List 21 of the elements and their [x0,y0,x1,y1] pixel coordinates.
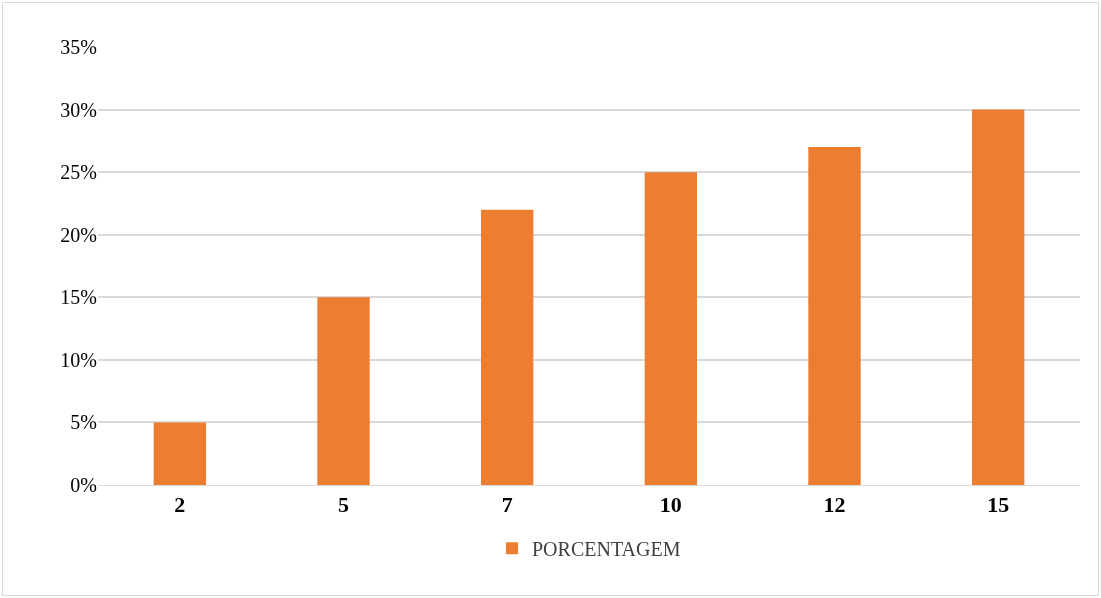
x-tick-label: 5 [338,492,349,518]
y-tick-label: 20% [60,223,97,246]
bar [480,209,534,485]
x-tick-label: 10 [659,492,682,518]
x-tick-label: 12 [823,492,846,518]
bar [971,109,1025,485]
bar [644,172,698,485]
y-tick-label: 35% [60,36,97,58]
y-tick-label: 0% [70,474,97,496]
bar [317,297,370,485]
x-tick-label: 7 [501,492,513,518]
y-tick-label: 15% [60,286,97,309]
legend-label: PORCENTAGEM [532,538,681,561]
bar [153,422,207,485]
x-tick-label: 2 [174,492,186,518]
y-tick-label: 25% [60,161,97,184]
y-tick-label: 10% [60,348,97,371]
bar [808,147,861,485]
y-tick-label: 5% [70,411,97,434]
x-tick-label: 15 [987,492,1010,518]
y-tick-label: 30% [60,98,97,121]
